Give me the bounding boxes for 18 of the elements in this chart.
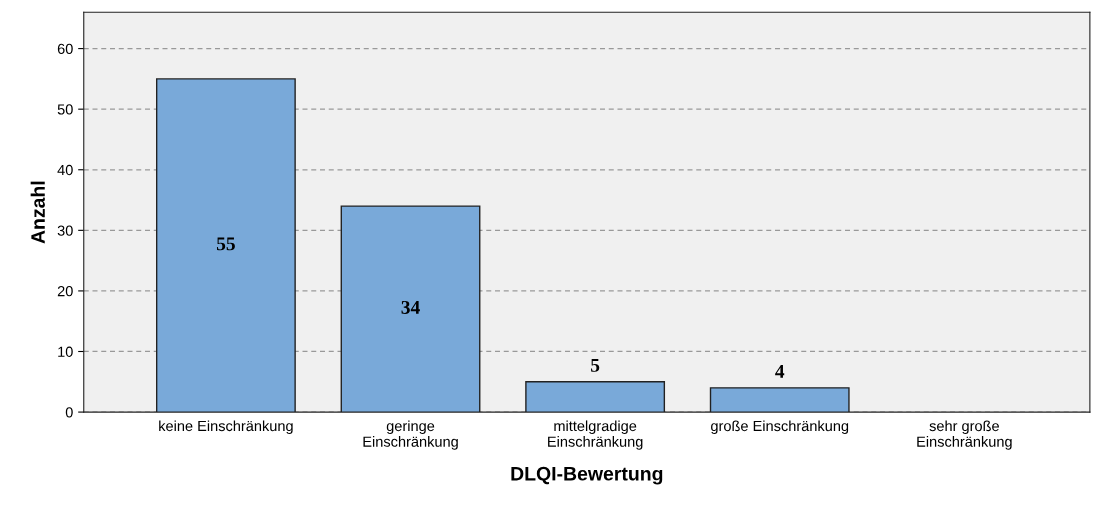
x-tick-label: mittelgradige Einschränkung <box>548 420 643 450</box>
data-label: 5 <box>591 358 600 372</box>
y-axis-title: Anzahl <box>30 181 45 244</box>
y-tick-label: 50 <box>57 104 73 115</box>
data-label: 34 <box>401 300 420 314</box>
x-tick-label: geringe Einschränkung <box>363 420 458 450</box>
x-axis-title: DLQI-Bewertung <box>511 466 663 485</box>
y-tick-label: 10 <box>58 346 73 357</box>
x-tick-label: sehr große Einschränkung <box>917 420 1012 450</box>
data-label: 55 <box>216 237 235 251</box>
x-tick-label: keine Einschränkung <box>159 420 293 435</box>
y-tick-label: 30 <box>57 225 73 236</box>
data-label: 4 <box>775 364 785 378</box>
x-tick-label: große Einschränkung <box>711 420 849 435</box>
y-tick-label: 20 <box>57 286 73 297</box>
y-tick-label: 60 <box>57 43 73 55</box>
y-tick-label: 0 <box>65 407 73 418</box>
y-tick-label: 40 <box>57 164 73 176</box>
